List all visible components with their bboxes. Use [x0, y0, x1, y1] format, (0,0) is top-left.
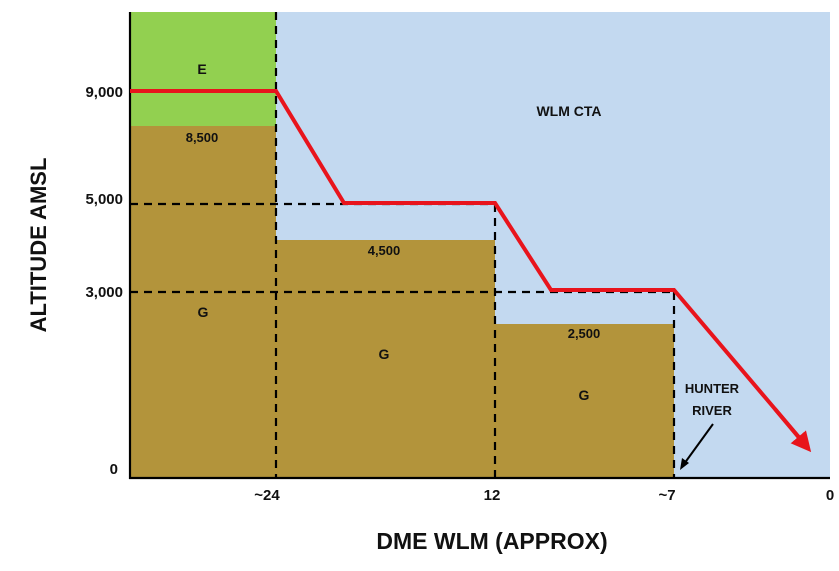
class-e-label: E: [197, 61, 206, 77]
y-tick-label-9000: 9,000: [85, 84, 123, 101]
y-tick-label-0: 0: [110, 461, 118, 478]
class-g-label-1: G: [198, 304, 209, 320]
y-tick-label-3000: 3,000: [85, 284, 123, 301]
y-axis-title: ALTITUDE AMSL: [26, 158, 51, 333]
class-g-label-3: G: [579, 387, 590, 403]
river-pointer-arrow-head: [680, 458, 689, 470]
river-pointer-arrow-shaft: [683, 423, 714, 465]
x-tick-label-7: ~7: [658, 487, 675, 504]
river-label-line2: RIVER: [692, 403, 732, 418]
class-g-label-2: G: [379, 346, 390, 362]
class-g-base-label-3: 2,500: [568, 326, 601, 341]
class-e-region: [130, 12, 276, 126]
class-g-region-outer: [130, 126, 276, 478]
river-label-line1: HUNTER: [685, 381, 740, 396]
x-axis-title: DME WLM (APPROX): [376, 528, 607, 554]
x-tick-label-12: 12: [484, 487, 501, 504]
x-tick-label-0: 0: [826, 487, 834, 504]
y-tick-label-5000: 5,000: [85, 191, 123, 208]
class-g-base-label-1: 8,500: [186, 130, 219, 145]
class-g-region-middle: [276, 240, 495, 478]
cta-label: WLM CTA: [536, 103, 601, 119]
approach-profile-arrow: [773, 407, 812, 453]
approach-profile-line: [130, 89, 805, 444]
class-g-base-label-2: 4,500: [368, 243, 401, 258]
class-g-region-inner: [495, 324, 674, 478]
x-tick-label-24: ~24: [254, 487, 280, 504]
